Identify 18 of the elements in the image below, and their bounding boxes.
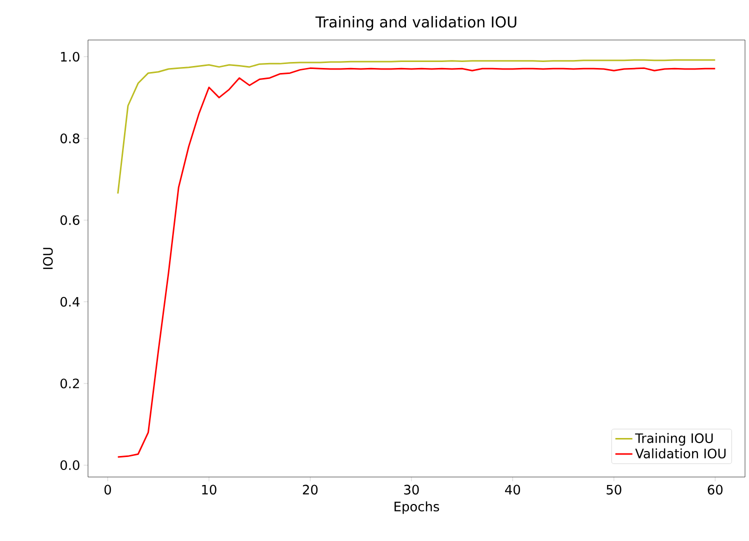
y-tick-label: 0.6: [60, 215, 80, 226]
y-tick-label: 1.0: [61, 52, 80, 62]
x-tick-label: 0: [104, 484, 111, 495]
y-axis-title: IOU: [43, 248, 53, 269]
x-tick-label: 30: [404, 484, 419, 495]
y-tick-label: 0.8: [60, 134, 80, 144]
x-axis-title: Epochs: [394, 501, 440, 514]
y-tick-label: 0.0: [60, 460, 80, 470]
y-tick-label: 0.4: [60, 296, 80, 307]
x-tick-label: 10: [202, 484, 216, 495]
chart-title: Training and validation IOU: [315, 16, 516, 30]
x-tick-label: 50: [606, 484, 622, 495]
x-tick-label: 40: [505, 484, 520, 495]
x-tick-label: 20: [302, 484, 318, 495]
legend-label: Training IOU: [635, 433, 713, 446]
y-tick-label: 0.2: [60, 378, 79, 388]
legend-label: Validation IOU: [635, 448, 726, 458]
x-tick-label: 60: [708, 484, 723, 495]
